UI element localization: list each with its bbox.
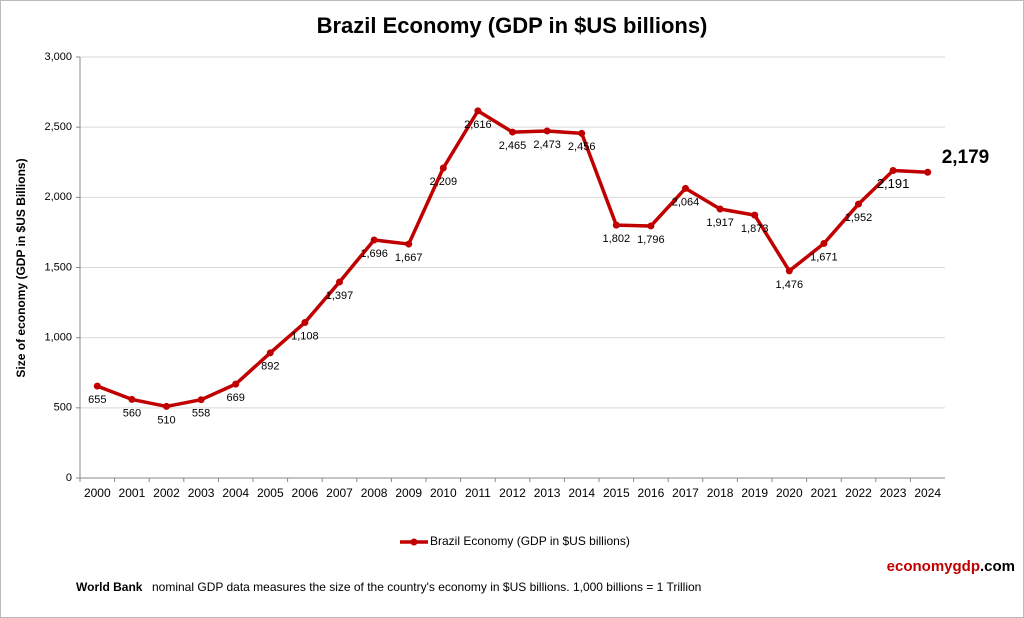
data-label: 1,696 bbox=[360, 248, 388, 260]
data-label: 669 bbox=[227, 392, 245, 404]
brand: economygdp.com bbox=[887, 558, 1015, 575]
x-tick-label: 2019 bbox=[741, 486, 768, 500]
x-tick-label: 2007 bbox=[326, 486, 353, 500]
data-label: 1,671 bbox=[810, 251, 838, 263]
x-tick-label: 2012 bbox=[499, 486, 526, 500]
x-tick-label: 2013 bbox=[534, 486, 561, 500]
footer-source: World Bank bbox=[76, 580, 143, 594]
data-label: 510 bbox=[157, 414, 175, 426]
data-point bbox=[370, 236, 378, 244]
y-tick-label: 500 bbox=[54, 402, 72, 414]
x-tick-label: 2009 bbox=[395, 486, 422, 500]
data-point bbox=[543, 127, 551, 135]
x-tick-label: 2003 bbox=[188, 486, 215, 500]
data-label: 1,802 bbox=[603, 233, 631, 245]
x-tick-label: 2022 bbox=[845, 486, 872, 500]
data-point bbox=[474, 107, 482, 115]
data-label: 655 bbox=[88, 394, 106, 406]
brand-suffix: .com bbox=[980, 558, 1015, 575]
y-axis-label: Size of economy (GDP in $US Billions) bbox=[14, 158, 28, 377]
y-tick-label: 3,000 bbox=[44, 51, 72, 63]
x-tick-label: 2005 bbox=[257, 486, 284, 500]
data-point bbox=[197, 396, 205, 404]
data-label: 2,191 bbox=[877, 176, 910, 191]
x-tick-label: 2016 bbox=[638, 486, 665, 500]
x-tick-label: 2014 bbox=[568, 486, 595, 500]
x-tick-label: 2011 bbox=[465, 486, 491, 500]
y-tick-label: 1,000 bbox=[44, 332, 72, 344]
data-label: 892 bbox=[261, 361, 279, 373]
data-point bbox=[751, 211, 759, 219]
x-tick-label: 2023 bbox=[880, 486, 907, 500]
data-point bbox=[682, 184, 689, 192]
data-label: 1,873 bbox=[741, 223, 769, 235]
data-label: 1,476 bbox=[776, 279, 804, 291]
data-point bbox=[128, 395, 136, 403]
x-tick-label: 2020 bbox=[776, 486, 803, 500]
x-tick-label: 2021 bbox=[811, 486, 838, 500]
x-tick-label: 2018 bbox=[707, 486, 734, 500]
x-tick-label: 2017 bbox=[672, 486, 699, 500]
y-tick-label: 2,500 bbox=[44, 121, 72, 133]
data-label: 2,209 bbox=[430, 176, 458, 188]
data-point bbox=[924, 168, 932, 176]
data-label: 2,473 bbox=[533, 139, 561, 151]
x-tick-label: 2024 bbox=[914, 486, 941, 500]
legend-label: Brazil Economy (GDP in $US billions) bbox=[430, 534, 630, 548]
data-label: 2,616 bbox=[464, 119, 492, 131]
data-point bbox=[855, 200, 862, 208]
data-point bbox=[889, 167, 897, 175]
data-label: 1,952 bbox=[845, 212, 873, 224]
y-tick-label: 0 bbox=[66, 472, 72, 484]
data-point bbox=[716, 205, 724, 213]
data-point bbox=[232, 380, 240, 388]
data-label: 1,917 bbox=[706, 217, 734, 229]
x-tick-label: 2008 bbox=[361, 486, 388, 500]
data-point bbox=[509, 128, 516, 136]
data-label: 1,796 bbox=[637, 234, 665, 246]
footer-text: nominal GDP data measures the size of th… bbox=[152, 580, 701, 594]
y-tick-label: 1,500 bbox=[44, 261, 72, 273]
x-tick-label: 2002 bbox=[153, 486, 180, 500]
data-point bbox=[266, 349, 274, 357]
data-label: 1,108 bbox=[291, 330, 319, 342]
data-label: 1,667 bbox=[395, 252, 423, 264]
x-tick-label: 2006 bbox=[292, 486, 319, 500]
data-label: 2,179 bbox=[942, 147, 990, 168]
x-tick-label: 2015 bbox=[603, 486, 630, 500]
data-point bbox=[336, 278, 343, 286]
data-point bbox=[647, 222, 655, 230]
data-label: 1,397 bbox=[326, 290, 354, 302]
data-point bbox=[612, 221, 620, 229]
data-point bbox=[785, 267, 793, 275]
data-point bbox=[820, 240, 828, 248]
data-label: 558 bbox=[192, 408, 210, 420]
brand-name: economygdp bbox=[887, 558, 980, 575]
x-tick-label: 2001 bbox=[119, 486, 146, 500]
data-point bbox=[405, 240, 413, 248]
data-point bbox=[93, 382, 101, 390]
data-point bbox=[439, 164, 447, 172]
data-point bbox=[163, 402, 170, 410]
chart-title: Brazil Economy (GDP in $US billions) bbox=[317, 13, 708, 38]
y-tick-label: 2,000 bbox=[44, 191, 72, 203]
legend-marker bbox=[410, 538, 418, 546]
data-label: 560 bbox=[123, 407, 141, 419]
x-tick-label: 2004 bbox=[222, 486, 249, 500]
data-point bbox=[578, 129, 586, 137]
data-label: 2,465 bbox=[499, 140, 527, 152]
data-point bbox=[301, 319, 309, 327]
x-tick-label: 2000 bbox=[84, 486, 111, 500]
data-label: 2,064 bbox=[672, 196, 700, 208]
data-label: 2,456 bbox=[568, 141, 596, 153]
x-tick-label: 2010 bbox=[430, 486, 457, 500]
